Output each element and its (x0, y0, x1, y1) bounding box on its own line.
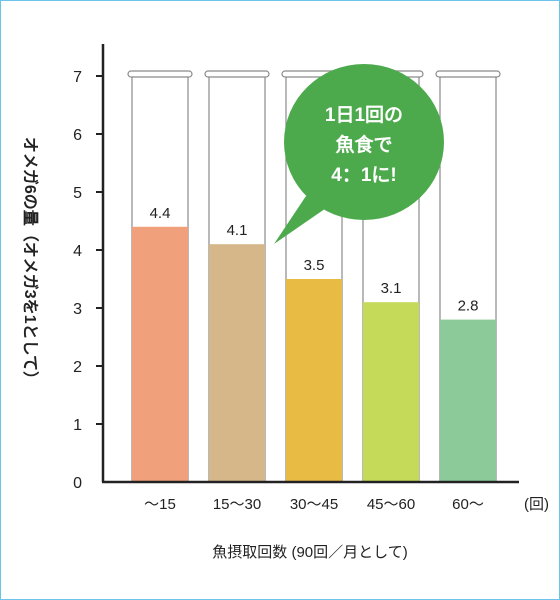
callout-bubble: 1日1回の 魚食で 4：1に! (274, 64, 444, 244)
x-tick-label: 〜15 (144, 496, 176, 513)
x-axis-title: 魚摂取回数 (90回／月として) (212, 544, 407, 561)
test-tube-rim (435, 70, 501, 78)
callout-line-3: 4：1に! (331, 165, 396, 186)
value-labels: 4.4 4.1 3.5 3.1 2.8 (150, 205, 479, 315)
bar (286, 279, 342, 482)
bar-value-label: 4.1 (227, 222, 248, 239)
y-tick-label: 4 (73, 243, 82, 260)
bars (132, 226, 496, 482)
y-axis-ticks: 0 1 2 3 4 5 6 7 (73, 69, 103, 492)
y-tick-label: 5 (73, 185, 82, 202)
y-tick-label: 2 (73, 359, 82, 376)
bar (209, 244, 265, 482)
y-axis-title: オメガ6の量（オメガ3を1として） (21, 137, 39, 387)
x-axis-ticks: 〜15 15〜30 30〜45 45〜60 60〜 (144, 496, 484, 513)
x-tick-label: 15〜30 (213, 496, 261, 513)
callout-line-2: 魚食で (335, 133, 392, 156)
bar (363, 302, 419, 482)
test-tube-rim (127, 70, 193, 78)
y-tick-label: 1 (73, 417, 82, 434)
y-tick-label: 7 (73, 69, 82, 86)
x-axis-unit: (回) (524, 496, 549, 513)
bar (440, 319, 496, 482)
x-tick-label: 60〜 (452, 496, 484, 513)
test-tube-rim (204, 70, 270, 78)
callout-shape (274, 196, 332, 244)
x-tick-label: 30〜45 (290, 496, 338, 513)
bar-value-label: 4.4 (150, 205, 171, 222)
callout-ellipse (284, 64, 444, 220)
y-tick-label: 0 (73, 475, 82, 492)
y-tick-label: 6 (73, 127, 82, 144)
x-tick-label: 45〜60 (367, 496, 415, 513)
y-tick-label: 3 (73, 301, 82, 318)
bar-value-label: 3.5 (304, 257, 325, 274)
bar-value-label: 2.8 (458, 298, 479, 315)
bar (132, 226, 188, 482)
bar-value-label: 3.1 (381, 280, 402, 297)
callout-line-1: 1日1回の (325, 104, 403, 126)
svg-text:オメガ6の量（オメガ3を1として）: オメガ6の量（オメガ3を1として） (21, 137, 39, 387)
